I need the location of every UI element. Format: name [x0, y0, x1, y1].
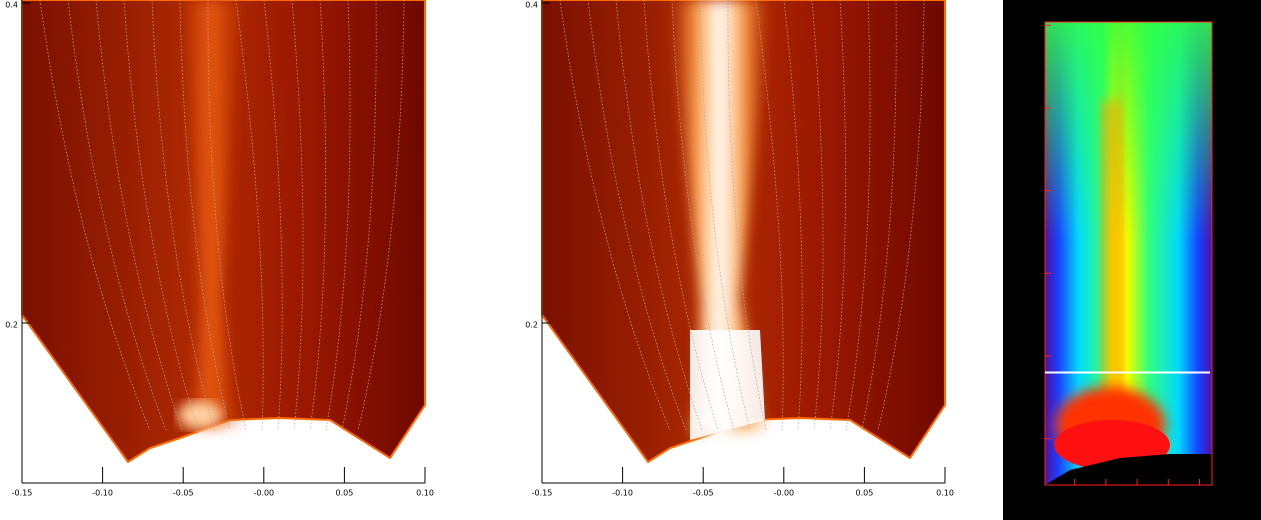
y-tick-label: 0.15: [1023, 434, 1041, 443]
x-tick-label: -0.00: [773, 489, 794, 498]
y-tick-label: 0.35: [1023, 103, 1041, 112]
x-tick-label: -0.05: [693, 489, 714, 498]
y-tick-label: 0.40: [1023, 21, 1041, 30]
x-tick-label: 0.02: [1191, 493, 1209, 502]
x-tick-label: -0.15: [12, 489, 33, 498]
x-tick-label: -0.00: [253, 489, 274, 498]
figure: -0.15 -0.10 -0.05 -0.00 0.05 0.10 0.2 0.4 -0.15 -…: [0, 0, 1261, 520]
y-tick-label: 0.25: [1023, 269, 1041, 278]
y-tick-label: 0.4: [525, 1, 538, 10]
x-tick-label: -0.02: [1127, 493, 1148, 502]
panel-1-field: [22, 0, 425, 462]
y-tick-label: 0.2: [525, 321, 538, 330]
x-tick-label: -0.10: [612, 489, 633, 498]
y-tick-label: 0.2: [5, 321, 18, 330]
y-tick-label: 0.4: [5, 1, 18, 10]
x-tick-label: 0.10: [416, 489, 434, 498]
y-tick-label: 0.30: [1023, 186, 1041, 195]
x-tick-label: -0.06: [1064, 493, 1085, 502]
panel-3: [1003, 0, 1261, 520]
y-tick-label: 0.20: [1023, 352, 1041, 361]
x-tick-label: -0.04: [1096, 493, 1117, 502]
x-tick-label: 0.10: [936, 489, 954, 498]
x-tick-label: -0.05: [173, 489, 194, 498]
x-tick-label: -0.15: [532, 489, 553, 498]
x-tick-label: 0.05: [855, 489, 873, 498]
x-tick-label: 0.05: [335, 489, 353, 498]
x-tick-label: -0.10: [92, 489, 113, 498]
x-tick-label: 0.00: [1159, 493, 1177, 502]
panel-2-field: [542, 0, 945, 462]
